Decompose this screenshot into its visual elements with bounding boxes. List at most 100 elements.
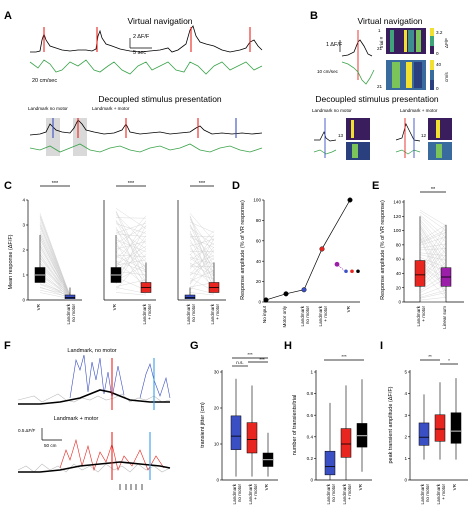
panel-e-paired-line [419,214,447,238]
panel-c-x-label: Landmark [210,303,215,324]
panel-c-paired-line [115,211,147,284]
panel-c-paired-line [115,292,147,296]
panel-label-e: E [372,180,379,192]
panel-b-trial-label: trial # [379,36,384,48]
panel-g-sig-2: *** [259,357,265,362]
panel-e-x-label: Landmark [416,305,421,326]
panel-d-ylabel: Response amplitude (% of VR response) [240,200,246,300]
panel-a-speed-trace-bottom [29,143,263,153]
panel-c-x-label: VR [36,303,41,310]
panel-g-x-label: Landmark [232,483,237,504]
panel-e-sig: ** [431,187,436,193]
panel-e-x-label: Linear sum [442,306,447,329]
panel-c-paired-line [115,241,147,250]
panel-i-y-tick-label: 1 [404,456,407,461]
panel-g: transient jitter (cm) 0 10 20 30 n.s. *** *… [200,352,278,504]
panel-g-ylabel: transient jitter (cm) [200,402,206,448]
panel-f-title-top: Landmark, no motor [67,348,116,354]
panel-c-paired-line [115,222,147,234]
panel-h-xlabels: Landmark no motor Landmark + motor VR [326,483,363,504]
panel-d-sum-component [350,269,354,274]
panel-c-paired-line [115,214,147,244]
panel-b-heatmap-bottom [386,60,426,90]
panel-h-yticks: 0 0.2 0.4 0.6 0.8 1 [307,370,316,483]
panel-c-paired-line [115,254,147,257]
panel-b-label-no-motor: Landmark no motor [312,108,352,113]
panel-h-x-label: no motor [331,484,336,503]
panel-a: Virtual navigation 2 ΔF/F 5 sec 20 cm/se… [28,16,263,156]
panel-f-raster-ticks [119,484,143,490]
panel-a-scale-df: 2 ΔF/F [133,34,150,40]
panel-a-label-no-motor: Landmark no motor [28,106,68,111]
panel-g-boxes [230,378,274,477]
panel-b-colorbar-top [430,28,434,54]
panel-e-y-tick-label: 0 [398,300,401,305]
panel-g-y-tick-label: 0 [216,478,219,483]
panel-c-paired-line [39,237,71,299]
panel-i-x-label: Landmark [436,483,441,504]
panel-c-sig-1: *** [52,181,59,187]
panel-e-y-tick-label: 120 [393,214,401,219]
panel-b-heatmap-top [386,28,426,54]
panel-i-x-label: + motor [441,484,446,500]
panel-a-shade [73,118,87,156]
panel-b-cb-bot-min: 0 [436,86,439,91]
panel-c-y-tick-label: 0 [22,298,25,303]
panel-i-yticks: 0 1 2 3 4 5 [404,370,410,483]
panel-e-paired-line [419,290,447,298]
panel-label-g: G [190,340,199,352]
panel-c-box [64,294,76,299]
panel-a-speed-trace-top [29,59,263,75]
panel-h-y-tick-label: 0.4 [307,434,314,439]
panel-c-x-label: VR [112,303,117,310]
panel-a-scale-time: 5 sec [133,50,146,56]
panel-d-xlabels: No input Motor only Landmark no motor Landma… [262,305,351,327]
panel-b-df-trace [341,39,373,57]
panel-b-cb-top-min: 0 [436,51,439,56]
panel-c-paired-line [39,281,71,298]
panel-a-title-top: Virtual navigation [127,16,192,26]
panel-label-a: A [4,10,12,22]
panel-i-y-tick-label: 0 [404,478,407,483]
panel-b-speed-label: 10 cm/sec [317,69,339,74]
panel-i-box [450,412,462,444]
panel-b: Virtual navigation 1 ΔF/F 10 cm/sec 1 21… [312,16,452,160]
panel-c-paired-line [39,225,71,295]
panel-e-y-tick-label: 140 [393,200,401,205]
panel-e-yticks: 0 20 40 60 80 100 120 140 [393,200,404,305]
panel-h-box [340,428,352,458]
panel-h-box [356,423,368,448]
panel-g-xlabels: Landmark no motor Landmark + motor VR [232,483,269,504]
panel-c-paired-line [115,246,147,265]
panel-i-x-label: VR [452,483,457,490]
panel-d-x-label: + motor [323,306,328,322]
panel-a-speed-label: 20 cm/sec [32,78,57,84]
panel-a-df-trace-bottom [29,119,263,136]
panel-f-mean-bottom [18,461,171,473]
panel-c-paired-line [115,279,147,287]
panel-label-f: F [4,340,11,352]
panel-i-sig-1: ** [428,354,432,359]
panel-c-paired-line [115,239,147,252]
panel-e-ylabel: Response amplitude (% of VR response) [380,200,386,300]
panel-f-mean-top [18,389,170,405]
panel-b-title-bottom: Decoupled stimulus presentation [315,94,439,104]
panel-c-y-tick-label: 3 [22,223,25,228]
panel-c-box [184,294,196,299]
panel-c-paired-line [39,260,71,299]
panel-c-paired-line [189,230,215,290]
panel-f-scale-df: 0.5 ΔF/F [18,428,36,433]
panel-c-x-label: + motor [147,304,152,320]
panel-g-x-label: no motor [237,484,242,503]
panel-c-paired-line [115,210,147,270]
panel-h-y-tick-label: 0.8 [307,391,314,396]
panel-f: Landmark, no motor Landmark + motor 0.5 … [17,348,171,490]
panel-c-xlabels: VR Landmark no motor VR Landmark + motor Landm… [36,303,220,324]
panel-h-boxes [324,379,368,480]
panel-i-box [434,414,446,442]
panel-a-title-bottom: Decoupled stimulus presentation [98,94,222,104]
panel-c-paired-line [115,245,147,268]
panel-label-b: B [310,10,318,22]
panel-b-speed-trace-bottom-left [313,149,337,155]
